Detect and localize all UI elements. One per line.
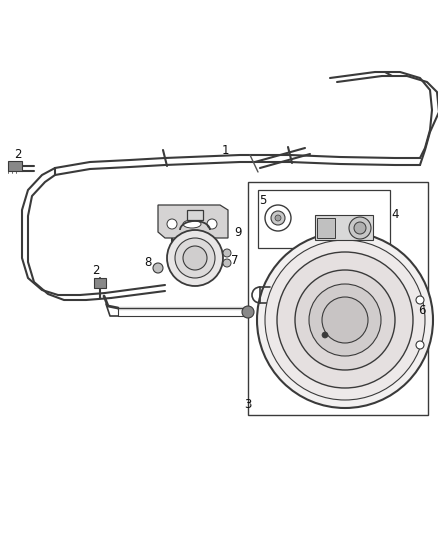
- Text: 2: 2: [92, 263, 100, 277]
- Circle shape: [223, 259, 231, 267]
- Text: 5: 5: [259, 193, 267, 206]
- Bar: [94, 278, 106, 288]
- Text: 2: 2: [14, 149, 22, 161]
- Circle shape: [349, 217, 371, 239]
- Circle shape: [322, 332, 328, 338]
- Circle shape: [223, 249, 231, 257]
- Circle shape: [167, 219, 177, 229]
- Circle shape: [265, 240, 425, 400]
- Ellipse shape: [183, 220, 201, 228]
- Text: 8: 8: [144, 255, 152, 269]
- Circle shape: [295, 270, 395, 370]
- Text: 9: 9: [234, 225, 242, 238]
- Circle shape: [175, 238, 215, 278]
- Circle shape: [322, 297, 368, 343]
- Text: 4: 4: [391, 208, 399, 222]
- Text: 1: 1: [221, 143, 229, 157]
- Bar: [258, 190, 390, 248]
- Circle shape: [271, 211, 285, 225]
- Circle shape: [242, 306, 254, 318]
- Circle shape: [275, 215, 281, 221]
- Bar: [315, 215, 373, 240]
- Circle shape: [265, 205, 291, 231]
- Circle shape: [153, 263, 163, 273]
- Text: 3: 3: [244, 399, 252, 411]
- Bar: [8, 161, 22, 171]
- Circle shape: [354, 222, 366, 234]
- Circle shape: [277, 252, 413, 388]
- Circle shape: [416, 296, 424, 304]
- Circle shape: [183, 246, 207, 270]
- Bar: [317, 218, 335, 238]
- Circle shape: [309, 284, 381, 356]
- Circle shape: [416, 341, 424, 349]
- Bar: [248, 182, 428, 415]
- Text: 6: 6: [418, 303, 426, 317]
- Text: 7: 7: [231, 254, 239, 266]
- Circle shape: [207, 219, 217, 229]
- Bar: [187, 210, 203, 220]
- Polygon shape: [158, 205, 228, 238]
- Circle shape: [257, 232, 433, 408]
- Circle shape: [167, 230, 223, 286]
